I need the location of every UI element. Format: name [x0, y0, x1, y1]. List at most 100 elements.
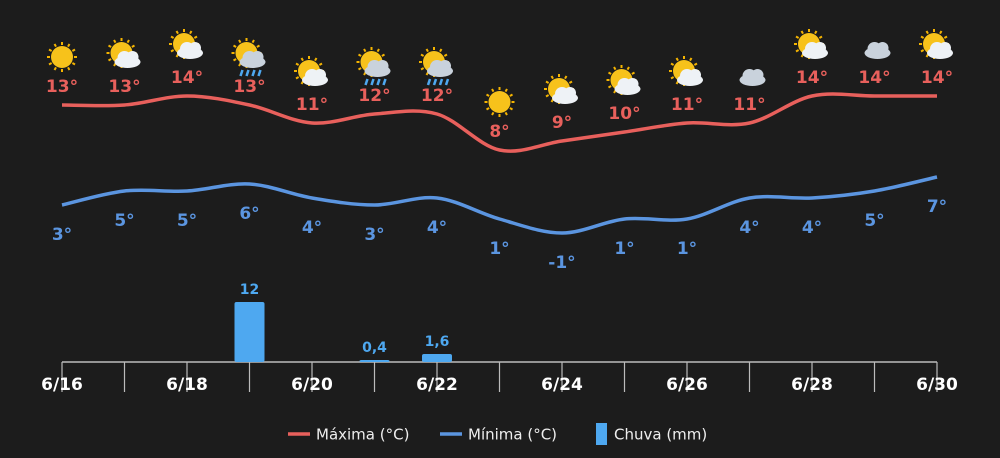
legend-label: Mínima (°C) — [468, 426, 557, 444]
cloud — [939, 42, 951, 54]
raindrop — [251, 69, 256, 77]
sun-ray — [800, 30, 804, 35]
cloud — [126, 51, 139, 63]
cloud — [314, 69, 326, 81]
sun-ray — [71, 62, 76, 66]
data-label: 4° — [427, 218, 447, 238]
data-label: 5° — [177, 211, 197, 231]
x-tick-label: 6/30 — [916, 375, 958, 395]
data-label: 11° — [296, 95, 328, 115]
raindrop — [370, 78, 375, 86]
sun-ray — [53, 43, 57, 48]
sun-ray — [420, 67, 425, 71]
sun-ray — [795, 49, 800, 53]
x-tick-label: 6/26 — [666, 375, 708, 395]
sun-ray — [689, 57, 693, 62]
data-label: 1,6 — [425, 334, 450, 350]
raindrop — [376, 78, 381, 86]
sun-ray — [491, 111, 495, 116]
data-label: 8° — [489, 122, 509, 142]
sun-ray — [439, 48, 443, 53]
data-label: 12° — [421, 86, 453, 106]
weather-icon — [356, 47, 391, 86]
sun-ray — [295, 62, 300, 66]
sun-ray — [425, 48, 429, 53]
sun-ray — [491, 88, 495, 93]
sun-ray — [545, 94, 550, 98]
data-label: 6° — [239, 204, 259, 224]
x-tick-label: 6/22 — [416, 375, 458, 395]
data-label: 1° — [489, 239, 509, 259]
weather-icon — [169, 29, 203, 59]
sun-ray — [631, 71, 635, 75]
data-label: 14° — [921, 68, 953, 88]
raindrop — [364, 78, 369, 86]
sun-ray — [256, 44, 260, 48]
x-tick-label: 6/28 — [791, 375, 833, 395]
sun-ray — [108, 58, 112, 62]
cloud — [814, 42, 826, 54]
raindrop — [245, 69, 250, 77]
x-tick-label: 6/16 — [41, 375, 83, 395]
sun-ray — [170, 49, 175, 53]
sun-ray — [693, 62, 698, 66]
cloud — [439, 60, 451, 72]
sun-ray — [814, 30, 818, 35]
data-label: 12° — [358, 86, 390, 106]
sun-ray — [504, 111, 508, 116]
weather-icon — [919, 29, 953, 59]
sun-ray — [939, 30, 943, 35]
sun-ray — [564, 75, 568, 80]
sun-ray — [795, 35, 800, 39]
data-label: 4° — [739, 218, 759, 238]
data-label: 1° — [614, 239, 634, 259]
data-label: 5° — [864, 211, 884, 231]
sun-ray — [53, 66, 57, 71]
data-label: 3° — [364, 225, 384, 245]
sun-ray — [113, 39, 117, 44]
cloud — [876, 42, 889, 54]
sun-ray — [545, 80, 550, 84]
data-label: 1° — [677, 239, 697, 259]
data-label: 4° — [302, 218, 322, 238]
data-label: 14° — [858, 68, 890, 88]
sun-ray — [251, 39, 255, 44]
legend-label: Chuva (mm) — [614, 426, 707, 444]
weather-icon — [231, 38, 266, 77]
sun-ray — [48, 62, 53, 66]
raindrop — [382, 78, 387, 86]
sun-ray — [943, 35, 948, 39]
cloud — [751, 69, 764, 81]
sun-ray — [108, 44, 112, 48]
raindrop — [444, 78, 450, 86]
sun-ray — [193, 35, 198, 39]
line — [61, 92, 937, 153]
weather-icon — [47, 42, 77, 72]
data-label: 14° — [796, 68, 828, 88]
sun-ray — [504, 88, 508, 93]
data-label: 5° — [114, 211, 134, 231]
data-label: 0,4 — [362, 340, 387, 356]
sun-ray — [233, 44, 237, 48]
weather-icon — [106, 38, 141, 68]
sun-ray — [670, 76, 675, 80]
data-label: 13° — [233, 77, 265, 97]
bar — [422, 354, 452, 362]
legend-label: Máxima (°C) — [316, 426, 409, 444]
weather-icon — [739, 69, 766, 86]
sun — [51, 46, 73, 68]
data-label: 10° — [608, 104, 640, 124]
data-label: -1° — [548, 253, 575, 273]
sun-ray — [67, 66, 71, 71]
weather-icon — [864, 42, 891, 59]
sun-ray — [363, 48, 367, 53]
weather-icon — [544, 74, 578, 104]
sun-ray — [189, 30, 193, 35]
x-tick-label: 6/20 — [291, 375, 333, 395]
data-label: 11° — [671, 95, 703, 115]
cloud — [626, 78, 639, 90]
cloud — [689, 69, 701, 81]
sun-ray — [675, 57, 679, 62]
data-label: 3° — [52, 225, 72, 245]
bar — [359, 360, 390, 362]
